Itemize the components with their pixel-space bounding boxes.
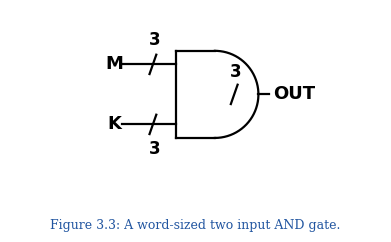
Text: 3: 3 — [230, 63, 242, 81]
Text: OUT: OUT — [273, 85, 315, 103]
Text: Figure 3.3: A word-sized two input AND gate.: Figure 3.3: A word-sized two input AND g… — [50, 219, 341, 232]
Text: K: K — [107, 115, 121, 133]
Text: M: M — [105, 55, 123, 73]
Text: 3: 3 — [149, 31, 161, 49]
Text: 3: 3 — [149, 140, 161, 158]
